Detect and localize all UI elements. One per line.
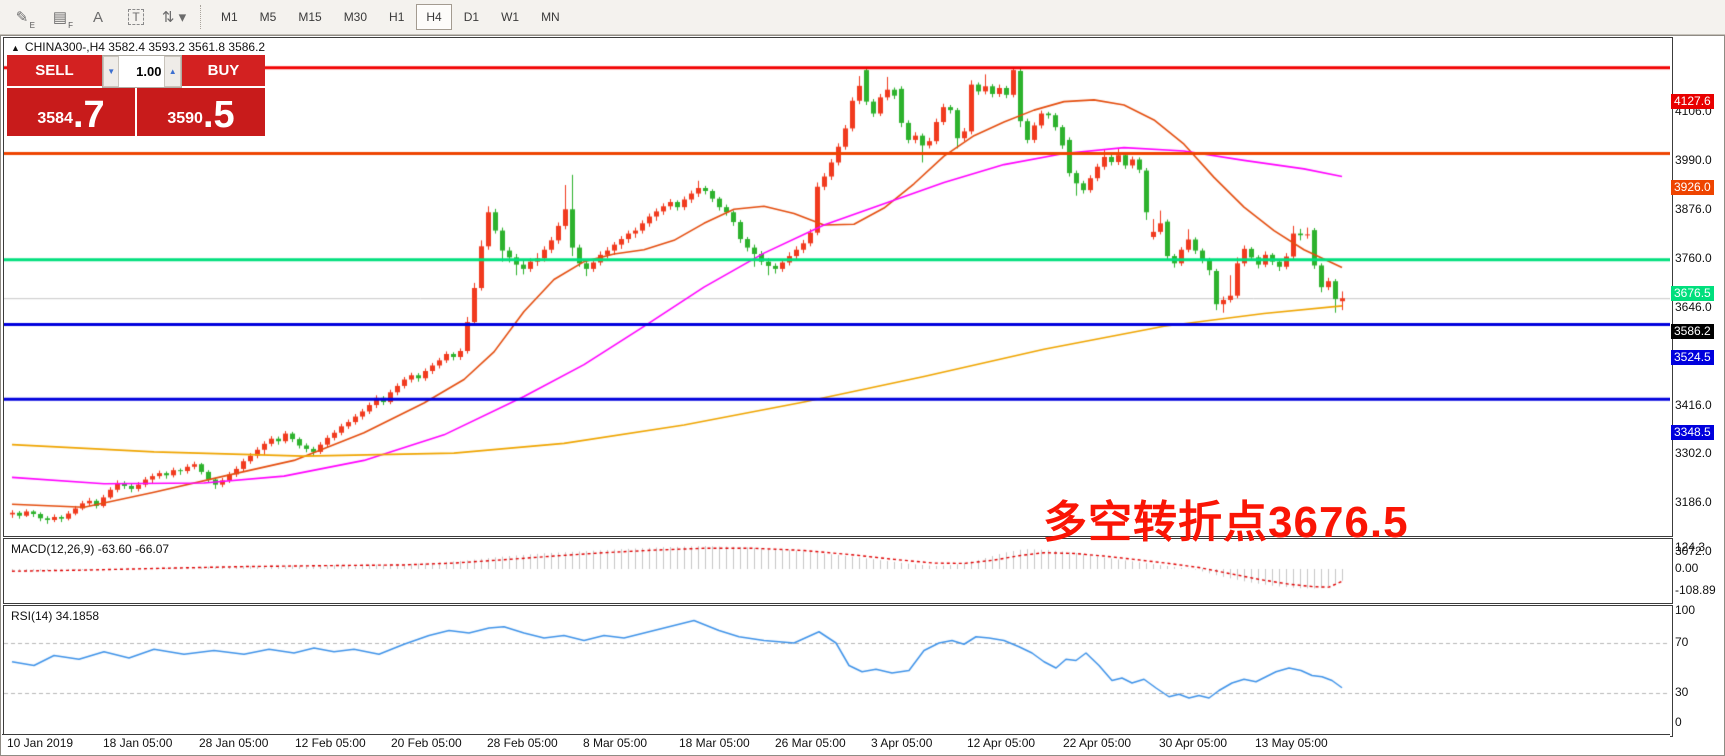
timeframe-buttons-group: M1 M5 M15 M30 H1 H4 D1 W1 MN (210, 4, 571, 30)
fibonacci-tool-icon[interactable]: ▤ F (52, 9, 73, 30)
sell-price-fraction: .7 (72, 94, 105, 136)
buy-price-fraction: .5 (202, 94, 235, 136)
date-axis-label: 10 Jan 2019 (7, 736, 74, 750)
timeframe-button-m30[interactable]: M30 (343, 10, 368, 24)
volume-increase-button[interactable]: ▲ (164, 56, 181, 87)
volume-decrease-button[interactable]: ▼ (102, 56, 120, 87)
date-axis-label: 20 Feb 05:00 (391, 736, 462, 750)
arrows-tool-icon[interactable]: ⇅ ▾ (161, 9, 187, 26)
buy-price-main: 3590 (167, 110, 203, 127)
price-level-badge: 3586.2 (1671, 324, 1714, 340)
macd-label: MACD(12,26,9) -63.60 -66.07 (11, 542, 170, 556)
sell-price-panel[interactable]: 3584.7 (7, 88, 137, 136)
timeframe-button-m5[interactable]: M5 (259, 10, 277, 24)
timeframe-button-w1[interactable]: W1 (501, 10, 520, 24)
indicator-axis-label: 70 (1675, 635, 1689, 649)
toolbar-separator (200, 5, 202, 29)
indicator-axis-label: 0 (1675, 715, 1682, 729)
macd-canvas[interactable] (4, 539, 1670, 601)
text-tool-icon[interactable]: A (92, 8, 103, 26)
rsi-panel: RSI(14) 34.1858 (3, 605, 1673, 737)
equidistant-channel-tool-icon[interactable]: ✎ E (15, 9, 35, 30)
indicator-axis-label: 30 (1675, 685, 1689, 699)
price-axis-label: 3186.0 (1675, 495, 1712, 510)
date-axis-label: 28 Feb 05:00 (487, 736, 558, 750)
toolbar: ✎ E ▤ F A T ⇅ ▾ M1 M5 M15 M30 H1 H4 D1 W1 MN (0, 0, 1725, 35)
price-axis-label: 3760.0 (1675, 251, 1712, 266)
buy-price-panel[interactable]: 3590.5 (137, 88, 265, 136)
price-level-badge: 3926.0 (1671, 179, 1714, 195)
volume-stepper: ▼ ▲ (101, 55, 182, 88)
symbol-ohlc-text: CHINA300-,H4 3582.4 3593.2 3561.8 3586.2 (24, 40, 266, 54)
timeframe-button-h1[interactable]: H1 (389, 10, 405, 24)
volume-input[interactable] (119, 56, 165, 87)
chart-window: ▲ CHINA300-,H4 3582.4 3593.2 3561.8 3586.… (0, 35, 1725, 756)
price-axis-label: 3990.0 (1675, 153, 1712, 168)
rsi-label: RSI(14) 34.1858 (11, 609, 100, 623)
price-level-badge: 3676.5 (1671, 285, 1714, 301)
text-label-tool-icon[interactable]: T (120, 3, 152, 31)
date-axis-label: 26 Mar 05:00 (775, 736, 846, 750)
sell-button[interactable]: SELL (7, 55, 102, 88)
price-axis-label: 3876.0 (1675, 201, 1712, 216)
price-axis-label: 3646.0 (1675, 299, 1712, 314)
sell-price-main: 3584 (37, 110, 73, 127)
price-level-badge: 4127.6 (1671, 93, 1714, 109)
main-chart-canvas[interactable] (4, 38, 1670, 534)
one-click-trade-widget: SELL ▼ ▲ BUY 3584.7 3590.5 (7, 55, 265, 136)
date-axis-label: 12 Feb 05:00 (295, 736, 366, 750)
date-axis-label: 18 Jan 05:00 (103, 736, 173, 750)
date-axis[interactable] (2, 734, 1670, 754)
macd-panel: MACD(12,26,9) -63.60 -66.07 (3, 538, 1673, 604)
indicator-axis-label: 0.00 (1675, 561, 1699, 575)
date-axis-label: 30 Apr 05:00 (1159, 736, 1228, 750)
rsi-canvas[interactable] (4, 606, 1670, 734)
symbol-header: ▲ CHINA300-,H4 3582.4 3593.2 3561.8 3586.… (11, 40, 265, 54)
date-axis-label: 22 Apr 05:00 (1063, 736, 1132, 750)
chart-annotation-text[interactable]: 多空转折点3676.5 (1043, 498, 1409, 547)
indicator-axis-label: -108.89 (1675, 583, 1716, 597)
date-axis-label: 3 Apr 05:00 (871, 736, 933, 750)
timeframe-button-d1[interactable]: D1 (463, 10, 480, 24)
date-axis-label: 8 Mar 05:00 (583, 736, 648, 750)
price-axis-label: 3072.0 (1675, 544, 1712, 558)
date-axis-label: 12 Apr 05:00 (967, 736, 1036, 750)
indicator-axis-label: 124.3 (1675, 540, 1706, 554)
timeframe-button-m15[interactable]: M15 (298, 10, 322, 24)
price-level-badge: 3524.5 (1671, 350, 1714, 366)
date-axis-label: 18 Mar 05:00 (679, 736, 750, 750)
indicator-axis-label: 100 (1675, 603, 1696, 617)
price-level-badge: 3348.5 (1671, 425, 1714, 441)
collapse-icon[interactable]: ▲ (11, 43, 20, 53)
date-axis-label: 28 Jan 05:00 (199, 736, 269, 750)
price-axis-label: 3416.0 (1675, 397, 1712, 412)
timeframe-button-h4[interactable]: H4 (416, 4, 452, 30)
timeframe-button-m1[interactable]: M1 (221, 10, 238, 24)
buy-button[interactable]: BUY (181, 55, 265, 88)
main-chart-panel (3, 37, 1673, 537)
price-axis-label: 3302.0 (1675, 446, 1712, 461)
timeframe-button-mn[interactable]: MN (541, 10, 560, 24)
drawing-tools-group: ✎ E ▤ F A T ⇅ ▾ (0, 3, 190, 31)
date-axis-label: 13 May 05:00 (1255, 736, 1328, 750)
